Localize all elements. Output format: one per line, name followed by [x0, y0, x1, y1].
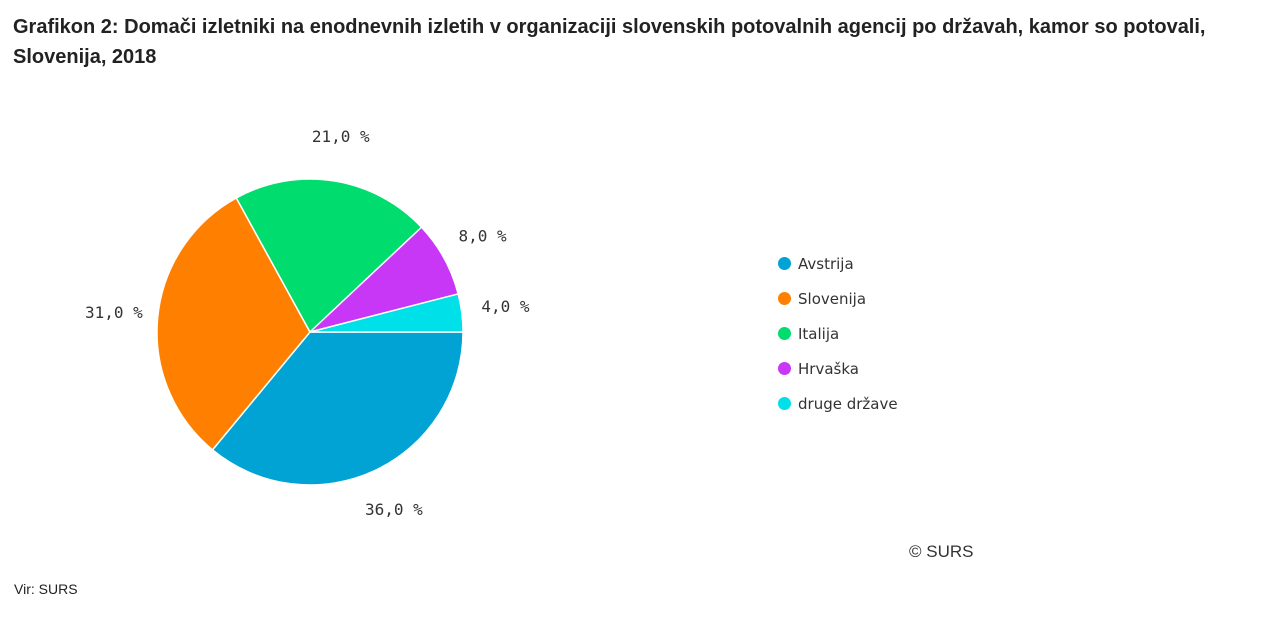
legend-swatch [778, 397, 791, 410]
legend-swatch [778, 292, 791, 305]
legend-label: druge države [798, 394, 898, 413]
data-label-slovenija: 31,0 % [85, 303, 143, 322]
legend-label: Hrvaška [798, 359, 859, 378]
chart-title: Grafikon 2: Domači izletniki na enodnevn… [13, 16, 1206, 68]
legend-label: Italija [798, 324, 840, 343]
legend-swatch [778, 327, 791, 340]
pie-slice-druge-drzave [309, 293, 464, 333]
pie-slice-avstrija [211, 331, 464, 486]
copyright-label: © SURS [909, 542, 974, 561]
data-label-italija: 21,0 % [312, 127, 370, 146]
source-note: Vir: SURS [14, 581, 78, 597]
pie-slice-italija [235, 178, 423, 333]
legend-item-druge-drzave: druge države [778, 392, 898, 415]
legend-swatch [778, 362, 791, 375]
legend-label: Avstrija [798, 254, 854, 273]
legend-item-avstrija: Avstrija [778, 252, 898, 275]
legend-item-hrvaska: Hrvaška [778, 357, 898, 380]
legend-item-italija: Italija [778, 322, 898, 345]
chart-legend: Avstrija Slovenija Italija Hrvaška druge drž… [778, 252, 898, 427]
legend-item-slovenija: Slovenija [778, 287, 898, 310]
data-label-avstrija: 36,0 % [365, 500, 423, 519]
legend-label: Slovenija [798, 289, 867, 308]
pie-slice-slovenija [156, 197, 311, 451]
data-label-hrvaska: 8,0 % [459, 227, 508, 246]
data-label-druge-drzave: 4,0 % [481, 297, 530, 316]
legend-swatch [778, 257, 791, 270]
